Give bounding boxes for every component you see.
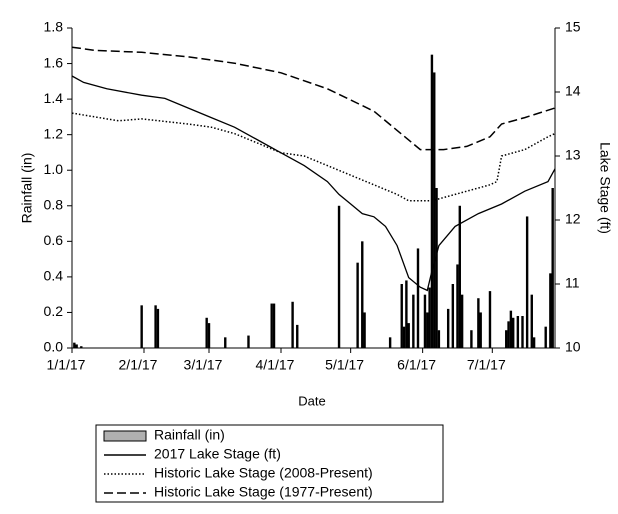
rain-bar: [272, 303, 276, 348]
rain-bar: [405, 280, 408, 348]
y2-tick-label: 14: [565, 83, 581, 99]
rain-bar: [509, 310, 513, 348]
legend-label: 2017 Lake Stage (ft): [154, 446, 281, 462]
rain-bar: [477, 298, 480, 348]
legend-label: Historic Lake Stage (1977-Present): [154, 484, 373, 500]
rain-bar: [388, 337, 392, 348]
y2-tick-label: 12: [565, 211, 581, 227]
stage-line: [71, 112, 556, 202]
rain-bar: [446, 308, 450, 348]
rain-bar: [140, 305, 143, 348]
y2-tick-label: 11: [565, 275, 580, 291]
rain-bar: [426, 312, 429, 348]
y-tick-label: 1.6: [44, 54, 64, 70]
rain-bar: [433, 72, 436, 348]
rain-bar: [247, 335, 250, 348]
x-tick-label: 2/1/17: [119, 357, 158, 373]
rain-bar: [80, 346, 83, 348]
rain-bar: [224, 337, 227, 348]
stage-line: [71, 75, 556, 292]
y-tick-label: 0.8: [44, 196, 64, 212]
y-axis-title: Rainfall (in): [19, 153, 35, 224]
y2-tick-label: 13: [565, 147, 581, 163]
rain-bar: [521, 316, 524, 348]
rain-bar: [337, 205, 341, 348]
legend-label: Rainfall (in): [154, 427, 225, 443]
rain-bar: [270, 303, 273, 348]
rain-bar: [458, 205, 461, 348]
rain-bar: [402, 326, 406, 348]
rain-bar: [400, 284, 403, 348]
rain-bar: [544, 326, 547, 348]
rain-bar: [470, 330, 473, 348]
rain-bar: [435, 188, 438, 348]
rain-bar: [512, 317, 515, 348]
stage-line: [71, 46, 556, 151]
rain-bar: [423, 294, 427, 348]
rain-bar: [525, 216, 529, 348]
y2-tick-label: 10: [565, 339, 581, 355]
rain-bar: [296, 324, 299, 348]
y2-axis-title: Lake Stage (ft): [597, 142, 613, 234]
rain-bar: [205, 317, 208, 348]
y-tick-label: 0.6: [44, 232, 64, 248]
y-tick-label: 0.4: [44, 268, 64, 284]
rain-bar: [416, 248, 420, 348]
y2-tick-label: 15: [565, 19, 581, 35]
rain-bar: [361, 241, 364, 348]
y-tick-label: 1.4: [44, 90, 64, 106]
rain-bar: [460, 294, 464, 348]
rain-bar: [407, 323, 410, 348]
rain-bar: [507, 321, 510, 348]
x-tick-label: 3/1/17: [184, 357, 223, 373]
rain-bar: [75, 344, 78, 348]
x-tick-label: 7/1/17: [467, 357, 506, 373]
rain-bar: [412, 294, 415, 348]
y-tick-label: 0.2: [44, 303, 64, 319]
rain-bar: [549, 273, 552, 348]
x-tick-label: 6/1/17: [397, 357, 436, 373]
x-tick-label: 1/1/17: [47, 357, 86, 373]
rain-bar: [451, 284, 455, 348]
y-tick-label: 0.0: [44, 339, 64, 355]
rain-bar: [291, 301, 294, 348]
x-tick-label: 5/1/17: [325, 357, 364, 373]
rain-bar: [479, 312, 482, 348]
rain-bar: [73, 342, 76, 348]
legend-label: Historic Lake Stage (2008-Present): [154, 465, 373, 481]
rain-bar: [428, 287, 431, 348]
rain-bar: [154, 305, 157, 348]
x-tick-label: 4/1/17: [256, 357, 295, 373]
legend-box: [95, 424, 444, 503]
rain-bar: [505, 330, 508, 348]
rain-bar: [437, 330, 441, 348]
x-axis-title: Date: [298, 393, 325, 408]
rain-bar: [156, 308, 160, 348]
rain-bar: [488, 291, 492, 348]
y-tick-label: 1.8: [44, 19, 64, 35]
y-tick-label: 1.2: [44, 125, 64, 141]
rain-bar: [363, 312, 366, 348]
y-tick-label: 1.0: [44, 161, 64, 177]
rain-bar: [516, 316, 520, 348]
legend-swatch: [103, 430, 147, 442]
rain-bar: [207, 323, 211, 348]
rain-bar: [356, 262, 359, 348]
rain-bar: [532, 337, 536, 348]
rain-bar: [551, 188, 554, 348]
rain-bar: [456, 264, 459, 348]
rain-bar: [530, 294, 533, 348]
